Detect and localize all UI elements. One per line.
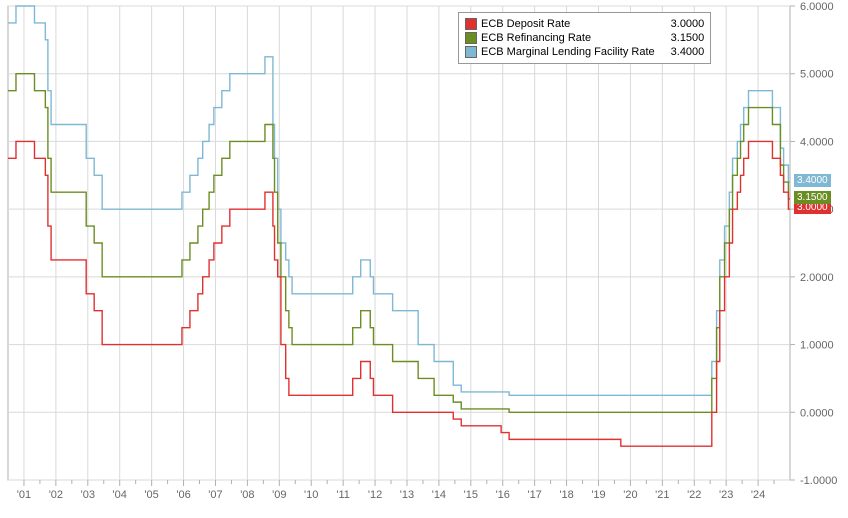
value-tag: 3.1500 (794, 191, 831, 204)
svg-text:'22: '22 (687, 489, 701, 501)
legend-series-value: 3.4000 (663, 45, 705, 59)
legend-row: ECB Refinancing Rate 3.1500 (465, 31, 704, 45)
svg-text:1.0000: 1.0000 (800, 340, 834, 352)
svg-text:'20: '20 (623, 489, 637, 501)
value-tag: 3.4000 (794, 174, 831, 187)
svg-text:'21: '21 (655, 489, 669, 501)
svg-text:0.0000: 0.0000 (800, 407, 834, 419)
svg-text:'17: '17 (527, 489, 541, 501)
svg-text:'16: '16 (496, 489, 510, 501)
svg-text:'09: '09 (272, 489, 286, 501)
svg-text:'04: '04 (113, 489, 127, 501)
legend-series-label: ECB Deposit Rate (481, 17, 570, 31)
svg-text:5.0000: 5.0000 (800, 69, 834, 81)
svg-text:'05: '05 (144, 489, 158, 501)
legend-row: ECB Deposit Rate 3.0000 (465, 17, 704, 31)
svg-text:'15: '15 (464, 489, 478, 501)
svg-text:'14: '14 (432, 489, 446, 501)
svg-text:'03: '03 (81, 489, 95, 501)
svg-text:4.0000: 4.0000 (800, 136, 834, 148)
svg-text:2.0000: 2.0000 (800, 272, 834, 284)
svg-text:'06: '06 (176, 489, 190, 501)
legend-swatch (465, 32, 477, 44)
legend-swatch (465, 46, 477, 58)
ecb-rates-chart: -1.0000 0.0000 1.0000 2.0000 3.0000 4.0000 5.0… (0, 0, 848, 518)
svg-text:'01: '01 (17, 489, 31, 501)
legend-series-label: ECB Marginal Lending Facility Rate (481, 45, 655, 59)
legend-swatch (465, 18, 477, 30)
svg-text:6.0000: 6.0000 (800, 1, 834, 13)
legend-series-label: ECB Refinancing Rate (481, 31, 591, 45)
svg-text:-1.0000: -1.0000 (800, 475, 837, 487)
svg-text:'12: '12 (368, 489, 382, 501)
svg-text:'11: '11 (336, 489, 350, 501)
svg-text:'23: '23 (719, 489, 733, 501)
svg-text:'07: '07 (208, 489, 222, 501)
svg-text:'19: '19 (591, 489, 605, 501)
legend-row: ECB Marginal Lending Facility Rate 3.4000 (465, 45, 704, 59)
svg-text:'08: '08 (240, 489, 254, 501)
svg-text:'10: '10 (304, 489, 318, 501)
svg-text:'13: '13 (400, 489, 414, 501)
chart-legend: ECB Deposit Rate3.0000ECB Refinancing Ra… (458, 12, 711, 64)
legend-series-value: 3.1500 (663, 31, 705, 45)
legend-series-value: 3.0000 (663, 17, 705, 31)
svg-text:'18: '18 (559, 489, 573, 501)
svg-text:'24: '24 (751, 489, 765, 501)
svg-text:'02: '02 (49, 489, 63, 501)
